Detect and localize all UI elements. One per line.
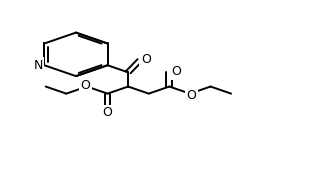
Text: O: O <box>172 65 181 78</box>
Text: O: O <box>80 79 90 92</box>
Text: O: O <box>187 89 196 102</box>
Text: O: O <box>103 106 112 119</box>
Text: O: O <box>141 53 151 66</box>
Text: N: N <box>33 59 43 72</box>
